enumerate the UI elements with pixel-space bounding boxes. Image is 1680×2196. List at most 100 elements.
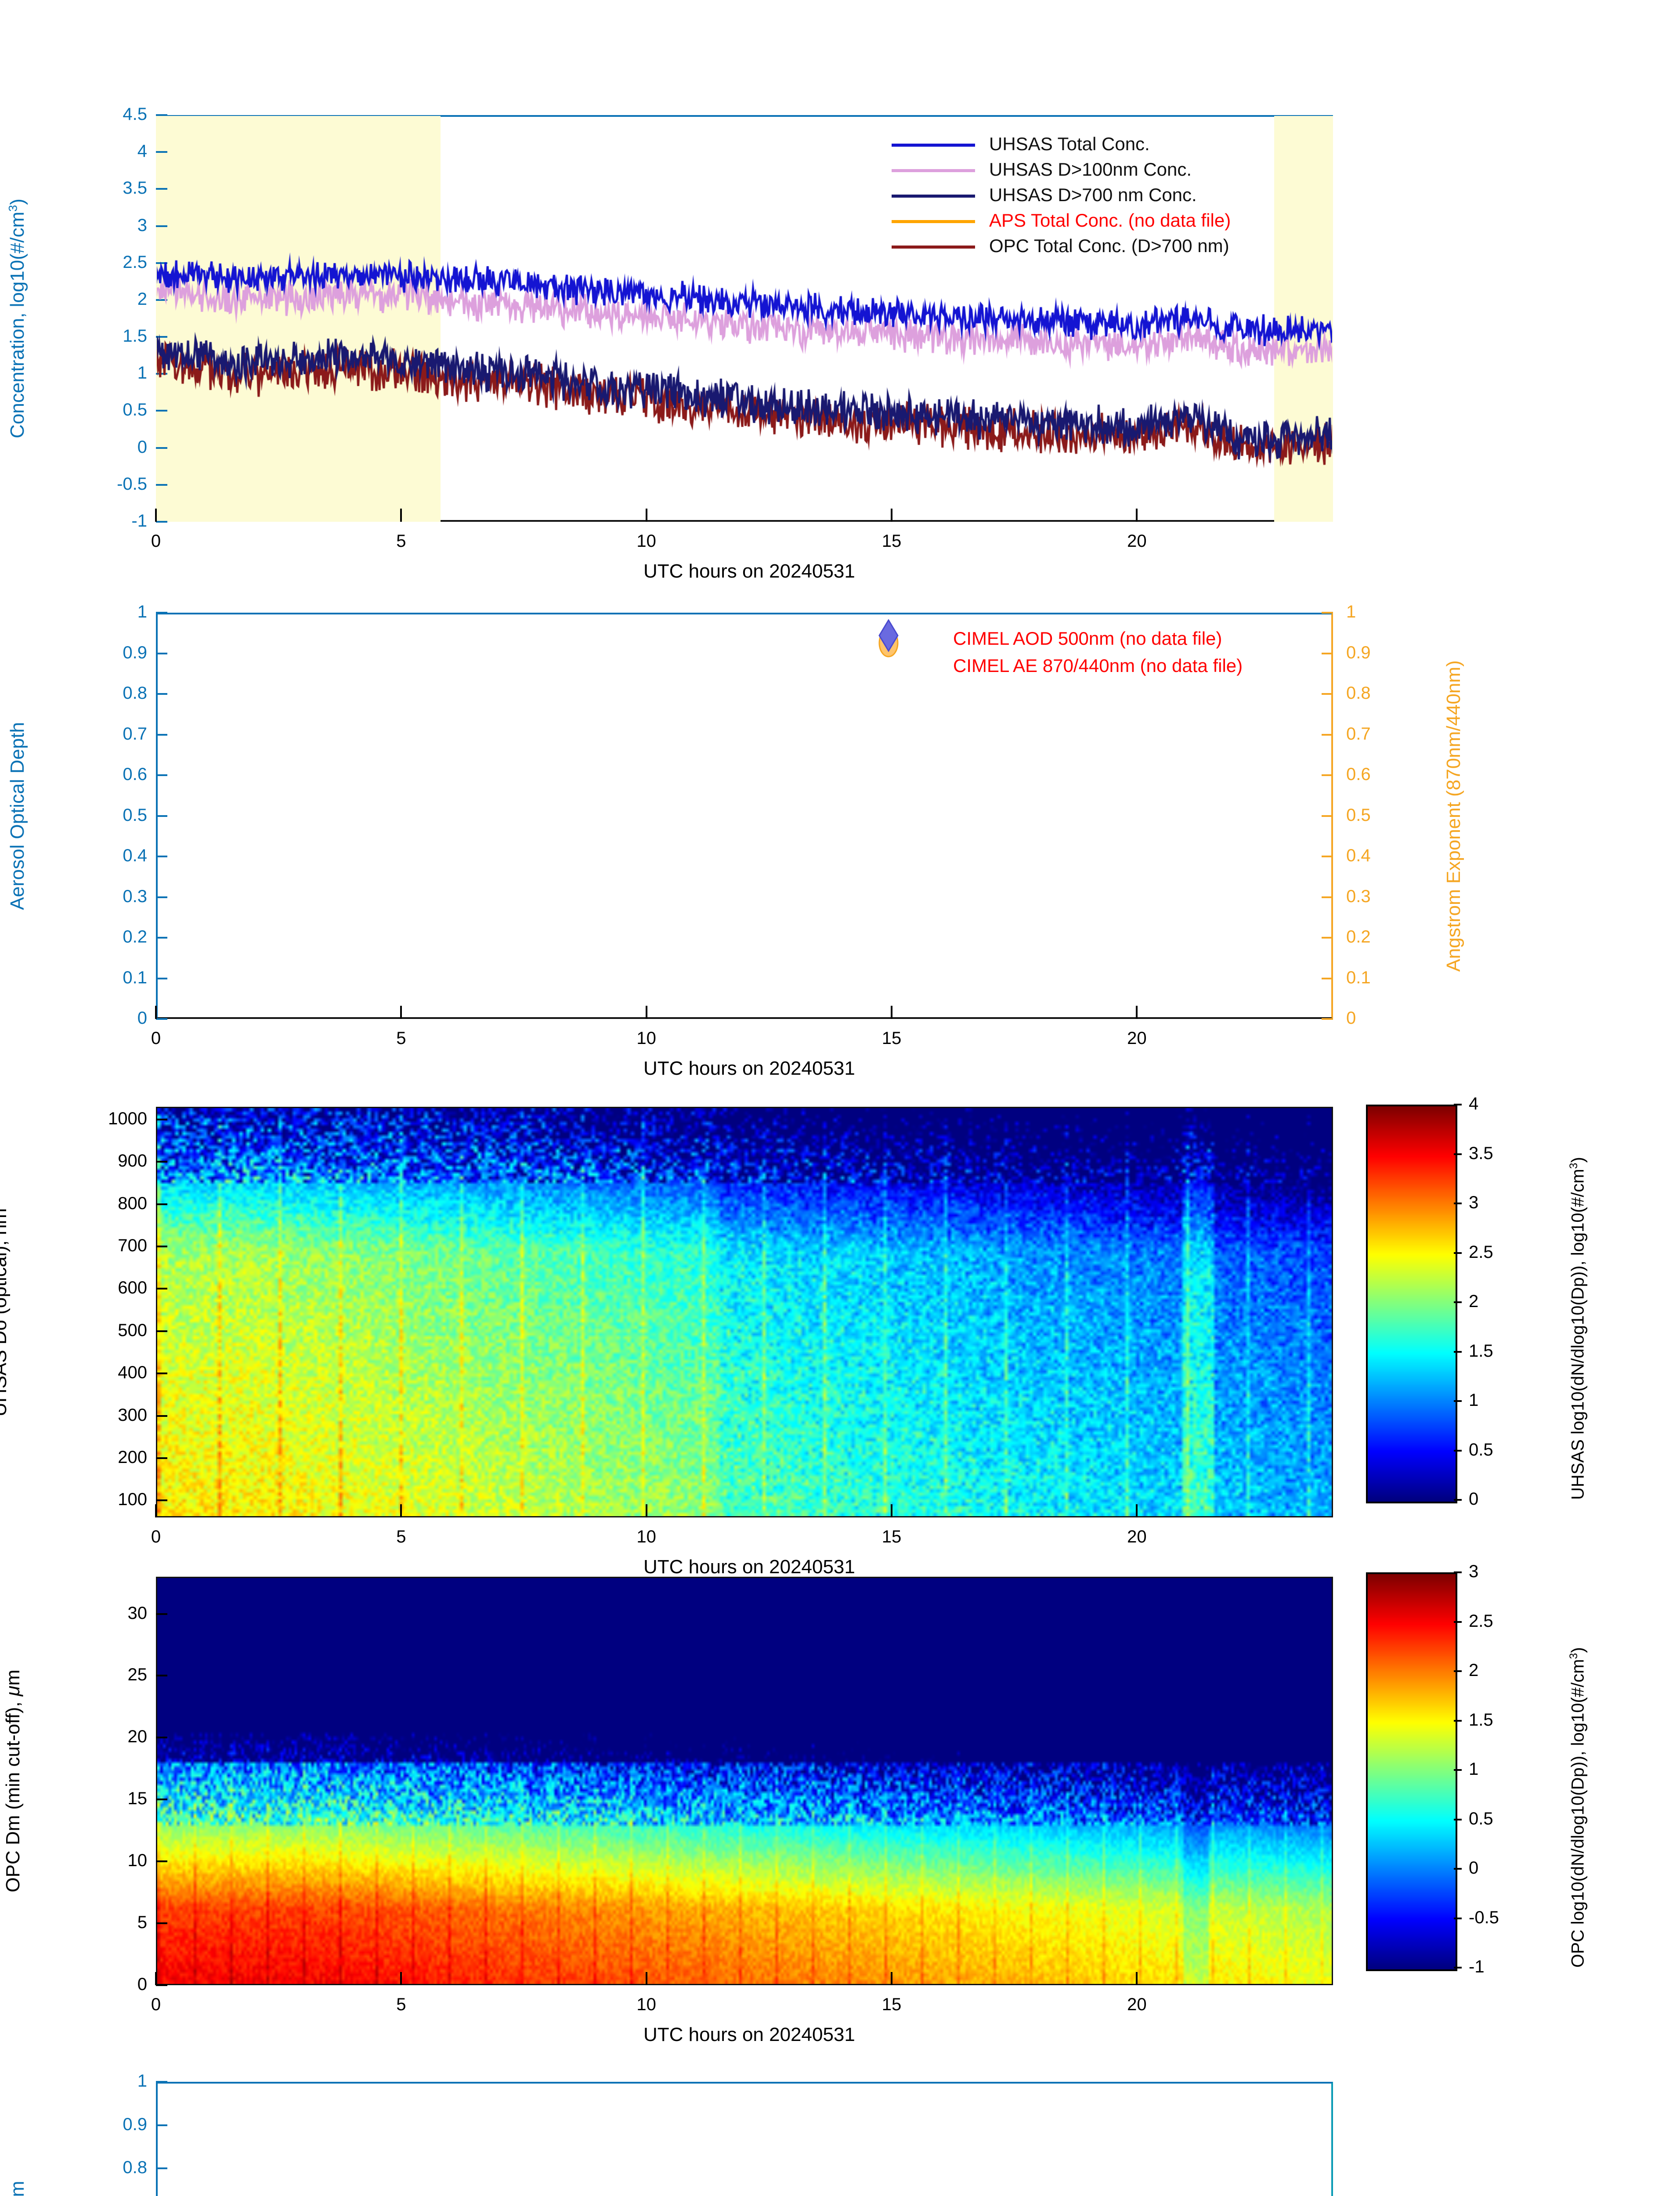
ytick-mark-p3-1 [156, 1161, 167, 1163]
colorbar-label-p4-4: 1 [1469, 1759, 1479, 1779]
colorbar-tick-p4-7 [1454, 1917, 1462, 1919]
yaxis-label-p5-post: m [7, 2180, 28, 2196]
legend-swatch-1 [892, 169, 975, 172]
yaxis-label-p2-right: Angstrom Exponent (870nm/440nm) [1443, 660, 1464, 972]
colorbar-label-p3-3: 2.5 [1469, 1242, 1493, 1262]
ytick-mark-p2r-10 [1322, 1018, 1333, 1020]
ytick-label-p5-1: 0.9 [123, 2114, 147, 2134]
ytick-label-p2-right-3: 0.7 [1346, 724, 1371, 744]
ytick-label-p2-left-10: 0 [137, 1008, 147, 1028]
colorbar-tick-p3-0 [1454, 1104, 1462, 1105]
colorbar-label-p4-6: 0 [1469, 1858, 1479, 1878]
yaxis-label-p1-tail: ) [7, 199, 28, 205]
ytick-mark-p3-0 [156, 1118, 167, 1120]
ytick-mark-p2l-10 [156, 1018, 167, 1020]
ytick-label-p1-10: -0.5 [117, 474, 147, 494]
legend-swatch-0 [892, 144, 975, 147]
ytick-label-p2-right-7: 0.3 [1346, 886, 1371, 906]
xtick-label-p3-2: 10 [636, 1527, 656, 1546]
uhsas-heatmap-canvas [157, 1108, 1332, 1516]
xtick-label-p3-3: 15 [882, 1527, 902, 1546]
ytick-label-p2-right-10: 0 [1346, 1008, 1356, 1028]
ytick-label-p2-right-9: 0.1 [1346, 968, 1371, 987]
ytick-label-p1-7: 1 [137, 363, 147, 383]
xtick-mark-p2-1 [400, 1006, 402, 1019]
ytick-label-p5-2: 0.8 [123, 2158, 147, 2177]
ytick-label-p3-8: 200 [118, 1448, 147, 1467]
colorbar-label-p4-1: 2.5 [1469, 1611, 1493, 1631]
ytick-mark-p5-1 [156, 2124, 167, 2126]
ytick-mark-p3-9 [156, 1499, 167, 1502]
yaxis-label-p5: APS Da (aerodynamic), μm [7, 2181, 29, 2196]
ytick-mark-p2l-8 [156, 937, 167, 939]
xtick-label-p2-3: 15 [882, 1029, 902, 1048]
colorbar-label-p3-5: 1.5 [1469, 1341, 1493, 1361]
colorbar-tick-p4-1 [1454, 1621, 1462, 1623]
ytick-label-p2-left-7: 0.3 [123, 886, 147, 906]
ytick-mark-p5-2 [156, 2167, 167, 2169]
ytick-label-p2-right-8: 0.2 [1346, 927, 1371, 946]
colorbar-tick-p4-2 [1454, 1670, 1462, 1672]
ytick-mark-p4-2 [156, 1737, 167, 1739]
colorbar-label-p4-0: 3 [1469, 1562, 1479, 1581]
ytick-label-p2-right-0: 1 [1346, 602, 1356, 621]
yaxis-label-p1-text: Concentration, log10(#/cm [7, 211, 28, 438]
ytick-mark-p2l-4 [156, 774, 167, 776]
colorbar-tick-p3-8 [1454, 1499, 1462, 1501]
ytick-mark-p2r-1 [1322, 652, 1333, 654]
ytick-label-p2-right-5: 0.5 [1346, 805, 1371, 825]
ytick-mark-p2r-6 [1322, 856, 1333, 857]
legend-swatch-2 [892, 195, 975, 198]
yaxis-label-p4-post: m [2, 1669, 24, 1686]
colorbar-tick-p3-1 [1454, 1153, 1462, 1155]
ytick-label-p4-6: 0 [137, 1975, 147, 1994]
xtick-label-p2-4: 20 [1127, 1029, 1147, 1048]
ytick-label-p2-left-6: 0.4 [123, 846, 147, 865]
cimel-marker-group [878, 619, 899, 657]
xtick-label-p3-4: 20 [1127, 1527, 1147, 1546]
cimel-ae-annotation: CIMEL AE 870/440nm (no data file) [953, 655, 1243, 676]
ytick-label-p3-6: 400 [118, 1363, 147, 1383]
ytick-mark-p3-5 [156, 1330, 167, 1332]
ytick-mark-p4-3 [156, 1799, 167, 1801]
colorbar-tick-p3-6 [1454, 1400, 1462, 1402]
colorbar-label-p3-4: 2 [1469, 1292, 1479, 1311]
ytick-mark-p3-7 [156, 1415, 167, 1417]
ytick-label-p4-1: 25 [127, 1665, 148, 1685]
xtick-mark-p4-0 [155, 1972, 157, 1985]
ytick-mark-p3-6 [156, 1372, 167, 1375]
xtick-label-p4-0: 0 [151, 1995, 161, 2014]
colorbar-tick-p3-5 [1454, 1351, 1462, 1353]
colorbar-label-p4-7: -0.5 [1469, 1907, 1499, 1927]
ytick-label-p4-4: 10 [127, 1851, 148, 1871]
colorbar-tick-p4-4 [1454, 1769, 1462, 1771]
ytick-mark-p2r-3 [1322, 733, 1333, 736]
ytick-mark-p2l-9 [156, 977, 167, 979]
xtick-label-p2-0: 0 [151, 1029, 161, 1048]
cb-label-p3-exp: 3 [1568, 1163, 1580, 1169]
ytick-label-p2-right-4: 0.6 [1346, 765, 1371, 784]
ytick-mark-p2l-7 [156, 896, 167, 898]
ytick-label-p2-left-4: 0.6 [123, 765, 147, 784]
ytick-label-p3-9: 100 [118, 1490, 147, 1510]
ytick-label-p1-5: 2 [137, 289, 147, 309]
ytick-mark-p2l-0 [156, 612, 167, 614]
ytick-mark-p2r-8 [1322, 937, 1333, 939]
colorbar-axis-label-p3: UHSAS log10(dN/dlog10(Dp)), log10(#/cm3) [1568, 1157, 1588, 1500]
xtick-mark-p4-3 [891, 1972, 892, 1985]
legend-label-4: OPC Total Conc. (D>700 nm) [989, 235, 1229, 256]
ytick-label-p4-2: 20 [127, 1727, 148, 1747]
yaxis-label-p1-exp: 3 [6, 205, 20, 212]
xtick-label-p3-0: 0 [151, 1527, 161, 1546]
cb-label-p4-pre: OPC log10(dN/dlog10(Dp)), log10(#/cm [1568, 1659, 1588, 1968]
xtick-mark-p3-0 [155, 1504, 157, 1517]
ytick-label-p1-3: 3 [137, 215, 147, 235]
xtick-label-p2-2: 10 [636, 1029, 656, 1048]
ytick-label-p4-3: 15 [127, 1789, 148, 1809]
ytick-mark-p2r-4 [1322, 774, 1333, 776]
ytick-label-p2-left-0: 1 [137, 602, 147, 621]
colorbar-tick-p3-4 [1454, 1301, 1462, 1303]
xtick-label-p1-1: 5 [396, 531, 406, 551]
ytick-mark-p5-0 [156, 2081, 167, 2083]
xtick-label-p4-1: 5 [396, 1995, 406, 2014]
